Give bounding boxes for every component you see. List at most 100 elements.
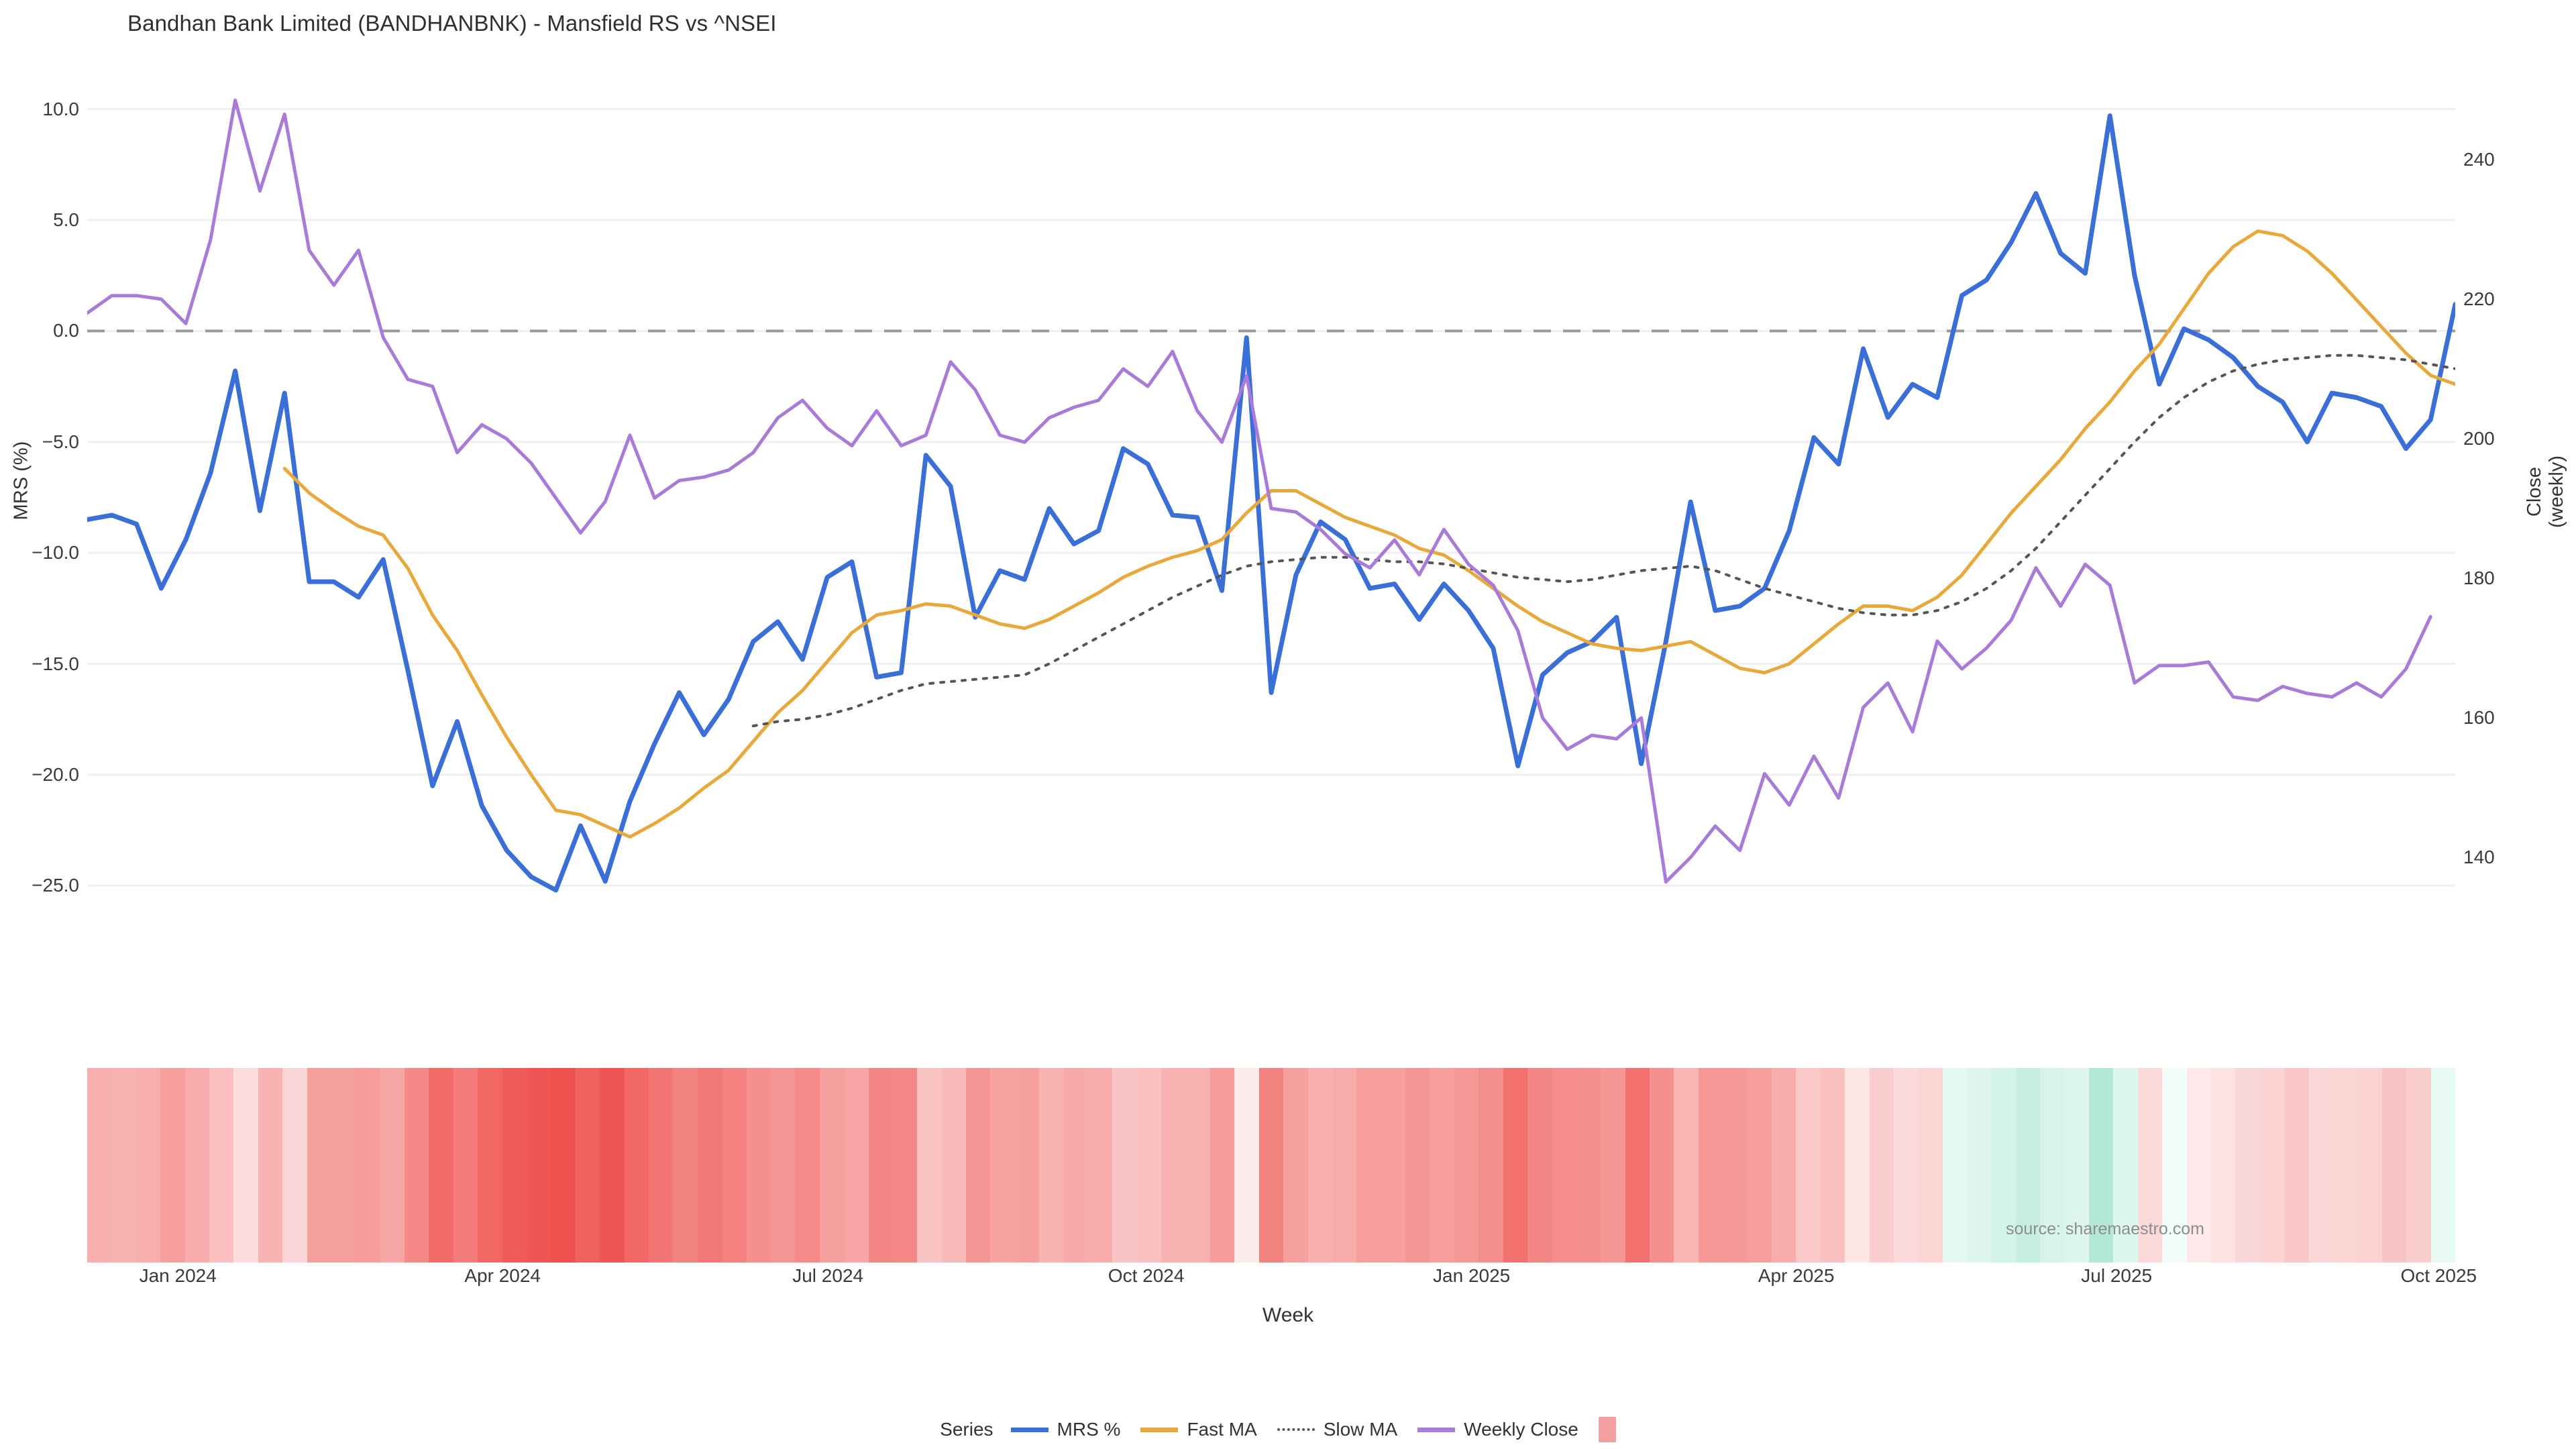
heatmap-cell — [1503, 1068, 1528, 1263]
heatmap-cell — [136, 1068, 161, 1263]
heatmap-cell — [1918, 1068, 1943, 1263]
legend-item[interactable]: Weekly Close — [1417, 1419, 1578, 1440]
y-axis-right-label: Close (weekly) — [2524, 455, 2567, 528]
heatmap-cell — [1088, 1068, 1113, 1263]
heatmap-cell — [697, 1068, 722, 1263]
series-line-weekly-close — [87, 98, 2432, 884]
heatmap-cell — [575, 1068, 600, 1263]
heatmap-cell — [1039, 1068, 1064, 1263]
heatmap-cell — [1893, 1068, 1919, 1263]
y-axis-right-tick: 220 — [2463, 288, 2495, 309]
heatmap-cell — [1527, 1068, 1552, 1263]
heatmap-cell — [184, 1068, 209, 1263]
heatmap-cell — [478, 1068, 502, 1263]
heatmap-cell — [624, 1068, 649, 1263]
legend-label: Weekly Close — [1464, 1419, 1578, 1440]
heatmap-cell — [502, 1068, 527, 1263]
plot-svg — [87, 98, 2455, 893]
heatmap-cell — [770, 1068, 796, 1263]
heatmap-cell — [429, 1068, 453, 1263]
legend-label: MRS % — [1057, 1419, 1121, 1440]
heatmap-cell — [1381, 1068, 1406, 1263]
heatmap-cell — [1650, 1068, 1674, 1263]
x-axis-tick: Jan 2024 — [139, 1265, 217, 1286]
heatmap-cell — [917, 1068, 942, 1263]
legend-label: Fast MA — [1187, 1419, 1257, 1440]
heatmap-cell — [941, 1068, 967, 1263]
heatmap-cell — [990, 1068, 1015, 1263]
heatmap-cell — [1430, 1068, 1454, 1263]
heatmap-cell — [453, 1068, 478, 1263]
heatmap-cell — [892, 1068, 918, 1263]
y-axis-left-tick: −15.0 — [32, 653, 79, 674]
heatmap-cell — [2430, 1068, 2455, 1263]
heatmap-cell — [1454, 1068, 1479, 1263]
x-axis-ticks: Jan 2024 Apr 2024 Jul 2024 Oct 2024 Jan 2025… — [87, 1265, 2477, 1296]
heatmap-cell — [1796, 1068, 1821, 1263]
legend-item[interactable]: MRS % — [1010, 1419, 1121, 1440]
source-note: source: sharemaestro.com — [2006, 1220, 2204, 1238]
heatmap-cell — [1112, 1068, 1137, 1263]
heatmap-cell — [1136, 1068, 1162, 1263]
heatmap-cell — [795, 1068, 820, 1263]
legend-line-swatch — [1140, 1427, 1179, 1432]
heatmap-cell — [1576, 1068, 1601, 1263]
heatmap-cell — [111, 1068, 136, 1263]
heatmap-cell — [2015, 1068, 2041, 1263]
heatmap-cell — [1771, 1068, 1796, 1263]
y-axis-left-tick: −20.0 — [32, 763, 79, 785]
y-axis-left-tick: 0.0 — [53, 320, 79, 341]
heatmap-cell — [600, 1068, 625, 1263]
heatmap-cell — [2040, 1068, 2065, 1263]
y-axis-left-tick: −10.0 — [32, 542, 79, 564]
heatmap-cell — [233, 1068, 258, 1263]
y-axis-left-tick: 5.0 — [53, 209, 79, 230]
heatmap-cell — [2259, 1068, 2285, 1263]
series-line-fast-ma — [282, 229, 2455, 839]
heatmap-cell — [2089, 1068, 2114, 1263]
heatmap-cell — [380, 1068, 405, 1263]
heatmap-cell — [722, 1068, 747, 1263]
x-axis-tick: Oct 2025 — [2400, 1265, 2477, 1286]
heatmap-cell — [551, 1068, 576, 1263]
series-line-slow-ma — [751, 354, 2455, 728]
y-axis-left-tick: 10.0 — [42, 98, 80, 119]
heatmap-cell — [2406, 1068, 2431, 1263]
y-axis-right-tick: 180 — [2463, 568, 2495, 589]
legend-line-swatch — [1417, 1427, 1456, 1432]
heatmap-cell — [1283, 1068, 1308, 1263]
heatmap-cell — [1674, 1068, 1699, 1263]
y-axis-left-tick: −5.0 — [42, 431, 79, 452]
heatmap-cell — [868, 1068, 893, 1263]
heatmap-cell — [1967, 1068, 1992, 1263]
heatmap-cell — [1723, 1068, 1748, 1263]
legend-label: Slow MA — [1323, 1419, 1398, 1440]
heatmap-cell — [1845, 1068, 1870, 1263]
heatmap-cell — [2162, 1068, 2187, 1263]
heatmap-cell — [1405, 1068, 1430, 1263]
heatmap-cell — [1820, 1068, 1845, 1263]
heatmap-cell — [356, 1068, 380, 1263]
heatmap-cell — [331, 1068, 356, 1263]
y-axis-right-tick: 200 — [2463, 427, 2495, 449]
x-axis-tick: Apr 2024 — [464, 1265, 541, 1286]
heatmap-cell — [2284, 1068, 2309, 1263]
heatmap-cell — [1234, 1068, 1259, 1263]
heatmap-cell — [1869, 1068, 1894, 1263]
legend-item[interactable] — [1598, 1417, 1616, 1442]
x-axis-tick: Jul 2025 — [2081, 1265, 2153, 1286]
heatmap-cell — [2113, 1068, 2138, 1263]
legend-line-swatch — [1277, 1428, 1315, 1431]
heatmap-cell — [2064, 1068, 2090, 1263]
y-axis-left-tick: −25.0 — [32, 875, 79, 896]
relative-strength-heatmap — [87, 1068, 2455, 1263]
heatmap-cell — [1698, 1068, 1723, 1263]
heatmap-cell — [1601, 1068, 1625, 1263]
y-axis-right-tick: 140 — [2463, 847, 2495, 868]
heatmap-cell — [1210, 1068, 1235, 1263]
legend-item[interactable]: Fast MA — [1140, 1419, 1257, 1440]
heatmap-cell — [2308, 1068, 2333, 1263]
chart-legend: Series MRS % Fast MA Slow MA Weekly Close — [0, 1417, 2576, 1442]
legend-item[interactable]: Slow MA — [1277, 1419, 1397, 1440]
heatmap-cell — [746, 1068, 771, 1263]
